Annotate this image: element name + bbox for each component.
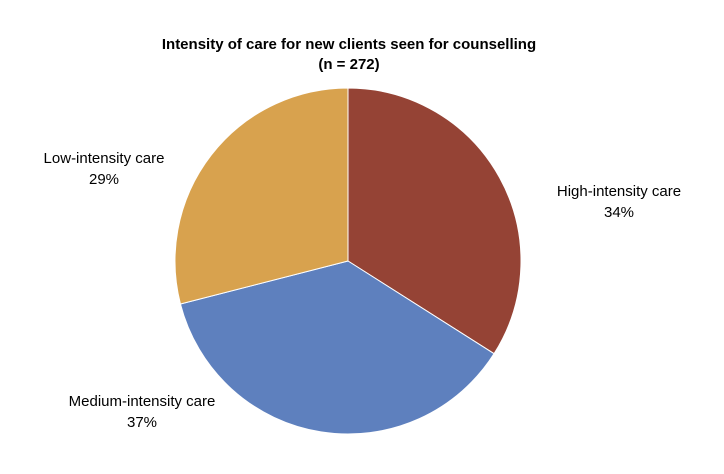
slice-value-medium-intensity: 37% [127,414,157,431]
slice-value-high-intensity: 34% [604,204,634,221]
chart-subtitle: (n = 272) [318,56,379,73]
slice-label-high-intensity: High-intensity care [557,183,681,200]
pie-slice-low-intensity [174,87,349,305]
slice-value-low-intensity: 29% [89,171,119,188]
slice-label-low-intensity: Low-intensity care [44,150,165,167]
pie-slices [174,87,522,435]
chart-title: Intensity of care for new clients seen f… [162,36,536,53]
pie-slice-high-intensity [347,87,522,355]
pie-slice-medium-intensity [179,260,495,435]
slice-label-medium-intensity: Medium-intensity care [69,393,216,410]
